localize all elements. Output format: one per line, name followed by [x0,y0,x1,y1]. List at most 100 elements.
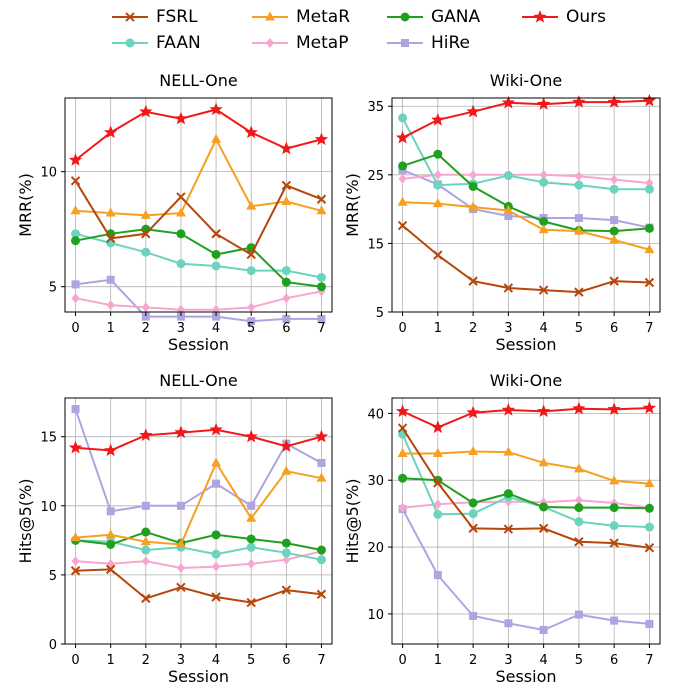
legend-marker-hire [401,39,409,47]
p3-point-ours-5 [572,401,586,415]
p0-point-hire-6 [282,314,291,323]
p0-point-faan-5 [246,266,256,276]
p3-point-gana-6 [609,503,619,513]
p0-point-metap-0 [71,293,80,304]
legend-item-metar: MetaR [250,6,350,28]
p0-chart-title: NELL-One [159,71,237,90]
p1-point-fsrl-0 [397,220,408,231]
p0-point-fsrl-1 [105,233,116,244]
p0-point-gana-6 [281,277,291,287]
p1-point-fsrl-2 [468,276,478,286]
p0-series-line-metar [75,137,322,217]
p3-point-gana-3 [503,489,513,499]
p0-point-fsrl-6 [281,180,292,191]
p3-ytick-label-30: 30 [367,474,384,489]
p0-ytick-label-5: 5 [49,281,57,296]
p3-point-gana-7 [644,503,654,513]
p0-point-metar-5 [246,200,257,210]
p2-point-metap-3 [176,562,185,573]
p3-point-ours-2 [466,405,480,419]
legend-label-metap: MetaP [296,33,349,53]
p0-point-hire-4 [212,312,221,321]
p1-xtick-label-4: 4 [539,321,547,336]
p0-point-faan-7 [316,272,326,282]
p1-point-faan-5 [574,180,584,190]
p3-point-metap-0 [398,502,407,513]
p2-point-hire-0 [71,405,80,414]
p0-point-fsrl-2 [141,229,151,239]
p1-xtick-label-2: 2 [469,321,477,336]
p1-point-faan-0 [398,113,408,123]
p2-point-metar-7 [316,472,327,482]
p0-point-ours-0 [68,153,83,166]
legend-label-metar: MetaR [296,7,351,27]
p2-point-fsrl-0 [70,566,81,576]
p1-point-gana-7 [644,223,654,233]
p3-point-ours-0 [395,404,410,418]
p3-point-fsrl-6 [609,538,619,548]
p1-point-ours-7 [642,93,657,107]
p0-point-ours-3 [174,111,188,125]
p2-point-hire-3 [176,501,185,510]
p2-point-metar-1 [105,529,116,539]
p2-ytick-label-15: 15 [40,431,57,446]
p0-xtick-label-0: 0 [71,321,79,336]
p2-point-metar-5 [246,512,257,522]
p1-point-ours-0 [395,130,410,144]
p0-point-metar-3 [175,207,186,217]
p3-point-faan-7 [644,522,654,532]
p2-point-metap-2 [141,556,150,567]
p3-point-fsrl-3 [503,524,514,534]
p3-point-hire-3 [504,619,513,628]
p0-point-fsrl-7 [316,194,327,204]
p0-point-fsrl-0 [70,176,81,186]
p3-xtick-label-1: 1 [434,653,442,668]
p1-xtick-label-6: 6 [610,321,618,336]
p1-point-metar-0 [397,196,408,206]
p1-point-gana-1 [433,149,443,159]
p2-plot-frame [64,397,333,645]
p2-point-fsrl-4 [211,592,221,602]
p2-point-fsrl-2 [141,593,151,604]
p2-point-gana-4 [211,530,221,540]
p1-point-faan-4 [539,177,549,187]
p1-point-metar-7 [644,244,655,254]
p0-series-line-fsrl [74,180,322,256]
p3-point-ours-7 [642,401,657,414]
legend-swatch-gana [387,12,423,22]
p1-point-ours-4 [536,97,551,110]
p0-point-metar-0 [70,205,81,215]
p3-point-hire-2 [469,611,478,620]
p3-xtick-label-2: 2 [469,653,477,668]
p3-point-ours-1 [431,420,445,434]
p3-point-fsrl-0 [397,423,408,433]
p0-series-line-hire [75,278,322,323]
p2-point-metar-2 [140,536,151,546]
p0-plot-frame [64,97,333,313]
p2-point-hire-1 [106,507,115,516]
p3-point-metar-5 [573,463,584,473]
legend-item-faan: FAAN [110,32,201,54]
p3-point-ours-6 [607,402,621,416]
p1-point-hire-3 [504,211,513,220]
p1-series-line-gana [402,153,650,233]
p0-point-ours-2 [139,104,153,118]
p0-point-ours-5 [244,125,258,139]
p2-xtick-label-7: 7 [317,653,325,668]
p0-x-axis-label: Session [168,335,229,354]
p1-point-metap-1 [433,169,442,180]
legend-item-gana: GANA [385,6,480,28]
legend-item-fsrl: FSRL [110,6,198,28]
p0-point-metar-2 [140,209,151,219]
p2-point-ours-5 [244,429,258,443]
p1-xtick-label-1: 1 [434,321,442,336]
p2-series-line-fsrl [75,568,322,604]
p1-xtick-label-7: 7 [645,321,653,336]
p0-series-line-faan [75,232,322,279]
p3-chart-title: Wiki-One [490,371,562,390]
p1-point-gana-2 [468,181,478,191]
p2-xtick-label-6: 6 [282,653,290,668]
p0-point-fsrl-4 [211,229,221,239]
p1-series-line-ours [402,99,650,139]
